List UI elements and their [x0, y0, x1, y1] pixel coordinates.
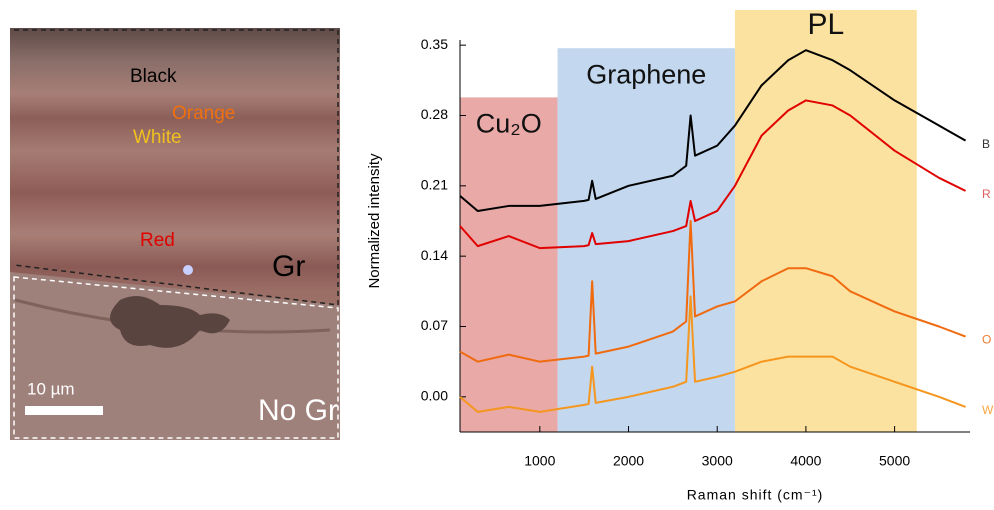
- label: No Gr: [258, 394, 338, 427]
- series-label: W: [982, 403, 994, 417]
- y-tick-label: 0.07: [421, 317, 448, 333]
- region-label: Cu₂O: [476, 109, 542, 139]
- x-tick-label: 4000: [790, 453, 821, 469]
- x-axis-label: Raman shift (cm⁻¹): [687, 487, 824, 503]
- micrograph: Black Orange White Red Gr No Gr 10 µm: [10, 28, 340, 440]
- region-label: PL: [808, 8, 845, 41]
- no-graphene-area: [10, 272, 340, 440]
- label: Black: [130, 66, 177, 87]
- x-tick-label: 3000: [702, 453, 733, 469]
- series-line: [459, 295, 966, 413]
- label: Gr: [272, 250, 305, 283]
- series-label: O: [982, 333, 991, 347]
- y-axis-label: Normalized intensity: [366, 153, 383, 289]
- region-label: Graphene: [586, 59, 706, 89]
- series-line: [459, 220, 966, 363]
- series-label: B: [982, 137, 990, 151]
- gr-outline: [13, 29, 339, 306]
- x-tick-label: 5000: [879, 453, 910, 469]
- region: [557, 48, 735, 432]
- label: Orange: [172, 103, 235, 124]
- no-gr-outline: [13, 276, 339, 439]
- label: Red: [140, 230, 175, 251]
- y-tick-label: 0.35: [421, 36, 448, 52]
- region: [734, 10, 917, 432]
- y-tick-label: 0.14: [421, 247, 448, 263]
- series-line: [459, 99, 967, 250]
- y-tick-label: 0.00: [421, 388, 448, 404]
- y-tick-label: 0.28: [421, 106, 448, 122]
- scale-label: 10 µm: [27, 379, 75, 398]
- scale-bar: [25, 406, 103, 415]
- laser-spot: [183, 265, 193, 275]
- y-tick-label: 0.21: [421, 177, 448, 193]
- region: [460, 97, 558, 433]
- series-line: [459, 49, 967, 212]
- series-label: R: [982, 187, 991, 201]
- dark-spot: [110, 296, 230, 348]
- x-tick-label: 1000: [524, 453, 555, 469]
- label: White: [133, 127, 182, 148]
- chart: Cu₂O Graphene PL 0.00 0.07 0.14 0.21 0.28 0.35 10…: [366, 8, 994, 503]
- x-tick-label: 2000: [613, 453, 644, 469]
